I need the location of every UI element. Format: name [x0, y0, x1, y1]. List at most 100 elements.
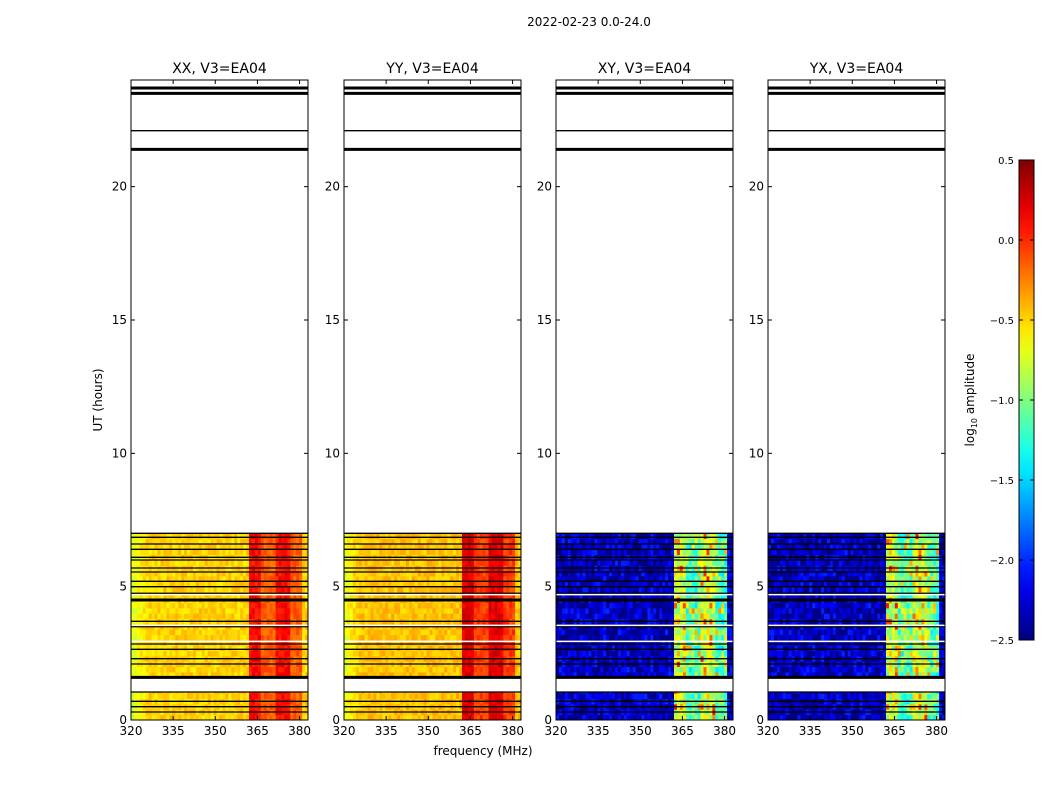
- heatmap-cell: [254, 586, 259, 593]
- heatmap-cell: [169, 645, 173, 652]
- heatmap-cell: [133, 608, 138, 614]
- heatmap-cell: [145, 640, 150, 646]
- heatmap-cell: [251, 714, 256, 721]
- heatmap-cell: [166, 544, 170, 550]
- heatmap-cell: [204, 650, 209, 657]
- heatmap-cell: [305, 608, 309, 614]
- heatmap-cell: [172, 672, 176, 678]
- heatmap-cell: [251, 576, 256, 582]
- heatmap-cell: [269, 634, 273, 641]
- heatmap-cell: [175, 650, 179, 657]
- heatmap-cell: [145, 672, 150, 678]
- heatmap-cell: [195, 629, 200, 636]
- heatmap-cell: [275, 672, 279, 678]
- heatmap-cell: [411, 533, 416, 540]
- heatmap-cell: [450, 533, 454, 540]
- heatmap-cell: [459, 613, 463, 620]
- heatmap-cell: [305, 533, 309, 540]
- heatmap-cell: [269, 581, 273, 588]
- heatmap-cell: [246, 645, 250, 652]
- heatmap-cell: [302, 570, 306, 577]
- heatmap-cell: [299, 586, 303, 593]
- heatmap-cell: [278, 538, 282, 545]
- heatmap-cell: [131, 560, 135, 566]
- heatmap-cell: [462, 634, 466, 641]
- heatmap-cell: [278, 693, 282, 700]
- heatmap-cell: [420, 560, 425, 566]
- heatmap-cell: [260, 645, 265, 652]
- heatmap-cell: [509, 666, 513, 673]
- heatmap-cell: [175, 602, 179, 609]
- heatmap-cell: [453, 549, 457, 556]
- heatmap-cell: [515, 613, 519, 620]
- heatmap-cell: [240, 538, 244, 545]
- heatmap-cell: [207, 650, 212, 657]
- heatmap-cell: [476, 602, 481, 609]
- heatmap-cell: [204, 666, 209, 673]
- heatmap-cell: [582, 666, 586, 673]
- x-axis-label: frequency (MHz): [433, 744, 532, 758]
- heatmap-cell: [349, 549, 354, 556]
- heatmap-cell: [210, 581, 214, 588]
- heatmap-cell: [228, 538, 232, 545]
- heatmap-cell: [169, 549, 173, 556]
- heatmap-cell: [397, 613, 401, 620]
- heatmap-cell: [178, 650, 182, 657]
- heatmap-cell: [414, 645, 419, 652]
- heatmap-cell: [243, 602, 247, 609]
- heatmap-cell: [352, 634, 357, 641]
- heatmap-cell: [470, 602, 475, 609]
- heatmap-cell: [263, 533, 268, 540]
- heatmap-cell: [432, 650, 436, 657]
- x-tick-label: 380: [501, 724, 524, 738]
- heatmap-cell: [411, 560, 416, 566]
- heatmap-cell: [423, 560, 427, 566]
- heatmap-cell: [515, 608, 519, 614]
- heatmap-cell: [352, 608, 357, 614]
- heatmap-cell: [503, 645, 507, 652]
- heatmap-cell: [213, 576, 217, 582]
- heatmap-cell: [234, 650, 238, 657]
- heatmap-cell: [305, 650, 309, 657]
- heatmap-cell: [169, 714, 173, 721]
- heatmap-cell: [290, 602, 294, 609]
- heatmap-cell: [382, 634, 386, 641]
- heatmap-cell: [263, 544, 268, 550]
- heatmap-cell: [361, 602, 366, 609]
- heatmap-cell: [459, 533, 463, 540]
- heatmap-cell: [249, 613, 253, 620]
- heatmap-cell: [364, 602, 368, 609]
- heatmap-cell: [382, 602, 386, 609]
- heatmap-cell: [352, 586, 357, 593]
- heatmap-cell: [703, 666, 707, 673]
- heatmap-cell: [364, 629, 368, 636]
- heatmap-cell: [450, 629, 454, 636]
- heatmap-cell: [178, 560, 182, 566]
- heatmap-cell: [438, 560, 442, 566]
- heatmap-cell: [358, 560, 363, 566]
- heatmap-cell: [240, 602, 244, 609]
- heatmap-cell: [237, 538, 241, 545]
- heatmap-cell: [213, 666, 217, 673]
- heatmap-cell: [257, 586, 262, 593]
- heatmap-cell: [382, 586, 386, 593]
- heatmap-cell: [272, 693, 276, 700]
- heatmap-cell: [417, 645, 422, 652]
- heatmap-cell: [210, 666, 214, 673]
- heatmap-cell: [397, 608, 401, 614]
- heatmap-cell: [133, 560, 138, 566]
- heatmap-cell: [284, 586, 288, 593]
- heatmap-cell: [420, 634, 425, 641]
- heatmap-cell: [231, 538, 235, 545]
- heatmap-cell: [136, 570, 141, 577]
- heatmap-cell: [296, 645, 300, 652]
- heatmap-cell: [561, 693, 566, 700]
- heatmap-cell: [281, 693, 285, 700]
- heatmap-cell: [266, 544, 271, 550]
- heatmap-cell: [361, 608, 366, 614]
- heatmap-cell: [160, 608, 164, 614]
- heatmap-cell: [216, 581, 220, 588]
- heatmap-cell: [482, 613, 486, 620]
- heatmap-cell: [254, 645, 259, 652]
- heatmap-cell: [450, 714, 454, 721]
